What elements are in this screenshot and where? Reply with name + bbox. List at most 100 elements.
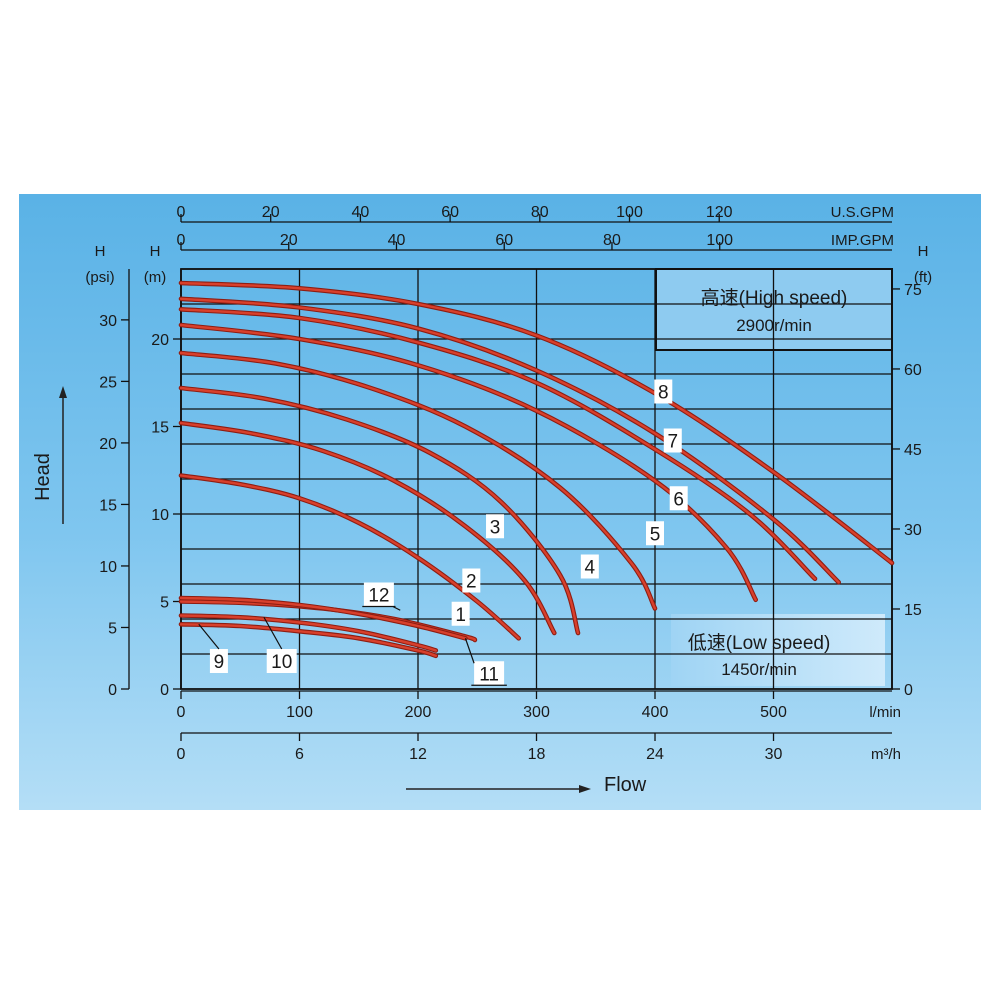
top_usgpm-tick-label: 80 bbox=[531, 204, 549, 221]
curve-label-9-bg bbox=[209, 649, 228, 673]
curve-label-11: 11 bbox=[479, 664, 499, 685]
curve-label-11-bg bbox=[474, 661, 505, 686]
curve-2 bbox=[179, 421, 556, 635]
curve-label-2-bg bbox=[462, 568, 481, 593]
curve-label-5-bg bbox=[646, 521, 664, 546]
right_ft-tick-label: 60 bbox=[904, 362, 922, 379]
low-speed-box-fill bbox=[671, 614, 885, 686]
curve-label-leader bbox=[198, 623, 220, 650]
low-speed-rpm: 1450r/min bbox=[721, 660, 797, 679]
bottom_primary-unit: l/min bbox=[869, 704, 901, 721]
curve-series bbox=[178, 280, 895, 659]
right_ft-tick-label: 15 bbox=[904, 602, 922, 619]
curve-label-10: 10 bbox=[271, 652, 292, 673]
bottom_secondary-tick-label: 12 bbox=[409, 746, 427, 763]
left_m-tick-label: 0 bbox=[160, 682, 169, 699]
curve-12 bbox=[179, 596, 467, 640]
high-speed-rpm: 2900r/min bbox=[736, 316, 812, 335]
curve-label-leader bbox=[263, 616, 283, 650]
curve-6 bbox=[179, 308, 817, 580]
left_psi-unit: (psi) bbox=[85, 269, 114, 286]
curve-label-12: 12 bbox=[368, 586, 389, 607]
left_m-unit: (m) bbox=[144, 269, 167, 286]
left_psi-tick-label: 30 bbox=[99, 313, 117, 330]
right_ft-tick-label: 0 bbox=[904, 682, 913, 699]
left_psi-tick-label: 20 bbox=[99, 436, 117, 453]
top_impgpm-unit: IMP.GPM bbox=[831, 232, 894, 249]
top_usgpm-tick-label: 60 bbox=[441, 204, 459, 221]
flow-label: Flow bbox=[604, 774, 647, 796]
curve-label-leader bbox=[464, 638, 475, 664]
left_psi-tick-label: 0 bbox=[108, 682, 117, 699]
bottom_primary-tick-label: 0 bbox=[177, 704, 186, 721]
curve-label-7-bg bbox=[663, 428, 682, 453]
top_usgpm-unit: U.S.GPM bbox=[831, 204, 894, 221]
head-axis-title: Head bbox=[32, 386, 67, 524]
top_impgpm-tick-label: 100 bbox=[706, 232, 733, 249]
curve-label-6-bg bbox=[669, 486, 688, 511]
bottom_primary-tick-label: 300 bbox=[523, 704, 550, 721]
top_impgpm-tick-label: 0 bbox=[177, 232, 186, 249]
left_m-tick-label: 5 bbox=[160, 595, 169, 612]
curve-label-1-bg bbox=[451, 601, 470, 626]
low-speed-label: 低速(Low speed) bbox=[688, 632, 831, 654]
bottom_primary-tick-label: 400 bbox=[642, 704, 669, 721]
top_impgpm-tick-label: 40 bbox=[388, 232, 406, 249]
left_m-tick-label: 15 bbox=[151, 420, 169, 437]
curve-label-4: 4 bbox=[585, 558, 596, 579]
top_usgpm-tick-label: 20 bbox=[262, 204, 280, 221]
bottom_secondary-tick-label: 6 bbox=[295, 746, 304, 763]
pump-curve-panel: 0 20 40 60 80 100 120 U.S.GPM 0 20 40 60 80 100 IMP.GP… bbox=[19, 194, 981, 810]
top_usgpm-tick-label: 40 bbox=[352, 204, 370, 221]
curve-label-3-bg bbox=[486, 514, 505, 539]
curve-label-8-bg bbox=[654, 379, 673, 404]
bottom_secondary-tick-label: 18 bbox=[528, 746, 546, 763]
head-label: Head bbox=[32, 453, 54, 501]
left_psi-tick-label: 10 bbox=[99, 559, 117, 576]
left_psi-h: H bbox=[95, 243, 106, 260]
high-speed-label: 高速(High speed) bbox=[701, 287, 848, 309]
top_impgpm-tick-label: 60 bbox=[495, 232, 513, 249]
curve-label-10-bg bbox=[266, 649, 297, 673]
right_ft-unit: (ft) bbox=[914, 269, 932, 286]
curve-5 bbox=[179, 323, 757, 601]
bottom_primary-tick-label: 200 bbox=[405, 704, 432, 721]
right_ft-tick-label: 45 bbox=[904, 442, 922, 459]
top_usgpm-tick-label: 120 bbox=[706, 204, 733, 221]
curve-label-8: 8 bbox=[658, 383, 669, 404]
curve-1 bbox=[179, 474, 520, 640]
left_psi-tick-label: 15 bbox=[99, 497, 117, 514]
bottom_primary-tick-label: 100 bbox=[286, 704, 313, 721]
curve-10 bbox=[179, 614, 437, 652]
top_usgpm-tick-label: 100 bbox=[616, 204, 643, 221]
right_ft-tick-label: 75 bbox=[904, 282, 922, 299]
curve-label-leader bbox=[392, 605, 401, 611]
curve-8 bbox=[179, 281, 894, 565]
curve-label-9: 9 bbox=[214, 652, 225, 673]
curve-label-1: 1 bbox=[455, 605, 466, 626]
curve-3 bbox=[179, 386, 580, 635]
bottom_secondary-unit: m³/h bbox=[871, 746, 901, 763]
curve-9 bbox=[179, 623, 437, 657]
left_psi-tick-label: 5 bbox=[108, 620, 117, 637]
curve-label-12-bg bbox=[363, 582, 394, 607]
curve-label-6: 6 bbox=[673, 489, 684, 510]
curve-label-7: 7 bbox=[667, 432, 678, 453]
top_impgpm-tick-label: 20 bbox=[280, 232, 298, 249]
bottom_secondary-tick-label: 24 bbox=[646, 746, 664, 763]
left_psi-tick-label: 25 bbox=[99, 374, 117, 391]
right_ft-tick-label: 30 bbox=[904, 522, 922, 539]
right_ft-h: H bbox=[918, 243, 929, 260]
curve-4 bbox=[179, 351, 657, 610]
top_impgpm-tick-label: 80 bbox=[603, 232, 621, 249]
curve-label-2: 2 bbox=[466, 572, 477, 593]
bottom_secondary-tick-label: 0 bbox=[177, 746, 186, 763]
flow-axis-title: Flow bbox=[406, 774, 647, 796]
left_m-tick-label: 20 bbox=[151, 332, 169, 349]
bottom_secondary-tick-label: 30 bbox=[765, 746, 783, 763]
curve-label-4-bg bbox=[580, 554, 599, 579]
curve-label-3: 3 bbox=[490, 517, 501, 538]
